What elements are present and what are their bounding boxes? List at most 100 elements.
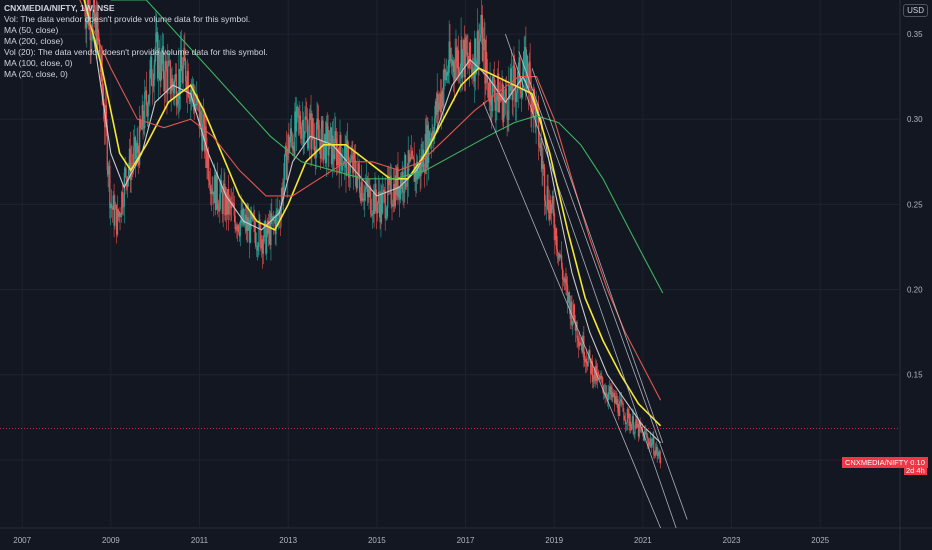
candle-body [162,46,165,80]
candle-body [291,136,293,149]
candle-body [436,93,438,115]
candle-body [98,39,101,61]
candle-body [608,386,611,393]
candle-body [399,186,401,200]
candle-body [640,427,642,428]
candle-body [250,211,252,219]
candle-body [622,403,624,412]
ma-line [110,0,664,294]
candle-body [564,278,566,283]
candle-body [120,215,122,217]
currency-button[interactable]: USD [903,4,928,17]
candle-body [402,171,404,193]
candle-body [388,177,391,186]
candle-body [534,100,536,128]
candle-body [593,366,595,380]
candle-body [286,153,288,180]
candle-body [256,245,258,251]
candle-body [233,203,235,217]
candle-body [396,167,398,195]
candle-body [602,377,604,386]
candle-body [258,219,260,248]
candle-body [246,217,248,232]
symbol-title[interactable]: CNXMEDIA/NIFTY, 1W, NSE [4,3,115,13]
candle-body [438,102,440,112]
candle-body [457,50,460,76]
candle-body [199,111,201,129]
candle-body [119,212,121,217]
legend-line[interactable]: MA (50, close) [4,25,59,35]
candle-body [350,159,352,160]
candle-body [551,195,553,205]
candle-body [434,118,436,140]
candle-body [459,66,461,71]
candle-body [342,164,345,166]
candle-body [351,155,353,160]
candle-body [462,49,464,78]
candle-body [359,192,362,201]
channel-line [518,50,688,520]
candle-body [139,118,142,128]
candle-body [151,85,154,87]
legend-line[interactable]: MA (200, close) [4,36,64,46]
candle-body [281,187,283,203]
candle-body [625,422,628,424]
candle-body [469,42,472,65]
candle-body [123,172,125,207]
candle-body [358,163,360,175]
candle-body [423,171,426,173]
candle-body [382,189,385,192]
candle-body [273,219,275,222]
candle-body [524,47,526,52]
candle-body [479,37,481,42]
legend-line[interactable]: MA (100, close, 0) [4,58,73,68]
candle-body [398,186,400,197]
candle-body [602,385,605,394]
candle-body [155,32,157,53]
candle-body [392,204,394,207]
candle-body [263,224,265,242]
candle-body [561,255,563,268]
candle-body [538,145,541,148]
candle-body [627,408,629,413]
candle-body [168,60,171,62]
candle-body [349,159,351,174]
candle-body [146,105,148,117]
x-tick-label: 2013 [279,536,297,545]
candle-body [172,78,174,87]
legend-line[interactable]: MA (20, close, 0) [4,69,68,79]
legend-line[interactable]: Vol: The data vendor doesn't provide vol… [4,14,251,24]
candle-body [573,304,575,321]
candle-body [511,94,513,101]
candle-body [300,129,302,139]
x-axis[interactable]: 2007 2009 2011 2013 2015 2017 2019 2021 2023 2025 [13,536,829,545]
candle-body [492,76,495,79]
candle-body [315,138,317,158]
x-tick-label: 2011 [191,536,209,545]
candle-body [168,60,170,65]
candle-body [187,71,189,97]
candle-body [323,141,325,161]
candle-body [296,106,298,109]
candle-body [238,232,241,237]
candle-body [615,396,617,405]
price-tag-label: CNXMEDIA/NIFTY [845,458,909,467]
candle-body [310,113,312,150]
candle-body [249,219,251,243]
candle-body [451,60,454,67]
candle-body [136,143,138,153]
candle-body [180,50,183,71]
y-axis[interactable]: 0.35 0.30 0.25 0.20 0.15 0.10 [907,30,923,465]
candle-body [176,104,178,106]
candle-body [324,133,326,142]
candle-body [444,68,446,73]
candle-body [191,90,193,92]
indicator-legend: CNXMEDIA/NIFTY, 1W, NSE Vol: The data ve… [4,3,268,80]
legend-line[interactable]: Vol (20): The data vendor doesn't provid… [4,47,268,57]
candle-body [393,184,396,207]
candle-body [171,78,173,91]
candle-body [148,94,150,104]
candle-body [230,201,232,209]
